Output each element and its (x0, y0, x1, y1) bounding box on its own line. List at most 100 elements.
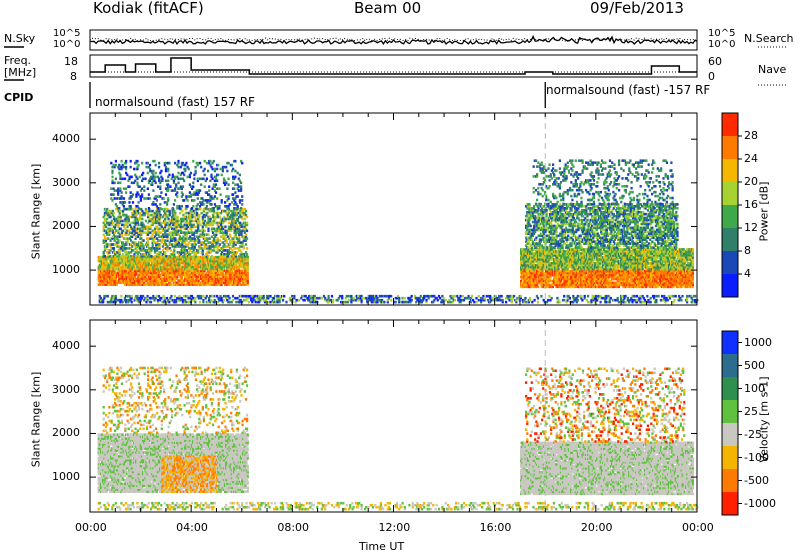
power-cell (209, 180, 211, 183)
power-cell (155, 176, 157, 179)
power-cell (222, 231, 224, 234)
power-cell (128, 185, 130, 188)
power-cell (169, 210, 171, 213)
power-cell (120, 255, 122, 258)
power-cell (159, 195, 161, 198)
power-cell (132, 193, 134, 196)
power-cell (206, 162, 208, 165)
power-cell (195, 170, 197, 173)
power-cell (115, 178, 117, 181)
power-cell (146, 249, 148, 252)
power-cell (129, 231, 131, 234)
power-cell (172, 207, 174, 210)
power-cell (122, 253, 124, 256)
power-cell (127, 237, 129, 240)
power-cell (185, 195, 187, 198)
power-cell (141, 187, 143, 190)
power-cell (186, 212, 188, 215)
power-cell (238, 189, 240, 192)
power-cell (241, 199, 243, 202)
power-cell (231, 164, 233, 167)
power-cell (148, 247, 150, 250)
power-cell (177, 182, 179, 185)
power-cell (181, 210, 183, 213)
power-cell (245, 243, 247, 246)
power-cell (156, 226, 158, 229)
power-cell (160, 191, 162, 194)
power-cell (177, 216, 179, 219)
power-cell (141, 218, 143, 221)
power-cell (197, 203, 199, 206)
power-cell (206, 237, 208, 240)
power-cell (196, 212, 198, 215)
power-cell (159, 203, 161, 206)
power-cell (246, 253, 248, 256)
power-cell (224, 201, 226, 204)
power-cell (165, 180, 167, 183)
power-cell (113, 212, 115, 215)
power-cell (199, 208, 201, 211)
power-cell (210, 174, 212, 177)
power-cell (125, 166, 127, 169)
power-cell (155, 172, 157, 175)
power-cell (177, 172, 179, 175)
power-cell (161, 226, 163, 229)
power-cell (240, 182, 242, 185)
power-cell (176, 256, 178, 259)
power-cell (128, 251, 130, 254)
power-cell (204, 160, 206, 163)
power-cell (187, 205, 189, 208)
power-cell (195, 243, 197, 246)
power-cell (141, 162, 143, 165)
power-cell (123, 197, 125, 200)
power-cell (193, 199, 195, 202)
power-cell (218, 212, 220, 215)
power-cell (233, 207, 235, 210)
power-cell (218, 205, 220, 208)
power-cell (212, 178, 214, 181)
power-cell (234, 170, 236, 173)
power-cell (159, 185, 161, 188)
power-cell (199, 178, 201, 181)
power-cell (130, 166, 132, 169)
power-cell (169, 185, 171, 188)
power-cell (111, 199, 113, 202)
power-cell (111, 170, 113, 173)
power-cell (226, 239, 228, 242)
power-cell (147, 187, 149, 190)
power-cell (125, 160, 127, 163)
power-cell (147, 162, 149, 165)
power-cell (139, 185, 141, 188)
power-cell (246, 230, 248, 233)
power-cell (226, 170, 228, 173)
power-cell (111, 176, 113, 179)
power-cell (113, 247, 115, 250)
power-cell (237, 172, 239, 175)
power-cell (148, 193, 150, 196)
power-cell (179, 205, 181, 208)
power-cell (152, 189, 154, 192)
power-cell (115, 164, 117, 167)
power-cell (176, 191, 178, 194)
power-cell (163, 197, 165, 200)
power-cell (114, 197, 116, 200)
power-cell (202, 199, 204, 202)
power-cell (241, 270, 243, 273)
power-cell (219, 243, 221, 246)
power-cell (203, 255, 205, 258)
power-cell (207, 255, 209, 258)
power-cell (138, 201, 140, 204)
power-cell (158, 178, 160, 181)
power-cell (206, 212, 208, 215)
power-cell (212, 168, 214, 171)
power-cell (197, 178, 199, 181)
power-cell (117, 187, 119, 190)
power-cell (159, 207, 161, 210)
power-cell (132, 249, 134, 252)
power-cell (226, 187, 228, 190)
power-cell (199, 189, 201, 192)
power-cell (185, 162, 187, 165)
power-cell (236, 251, 238, 254)
power-cell (134, 180, 136, 183)
power-cell (208, 185, 210, 188)
